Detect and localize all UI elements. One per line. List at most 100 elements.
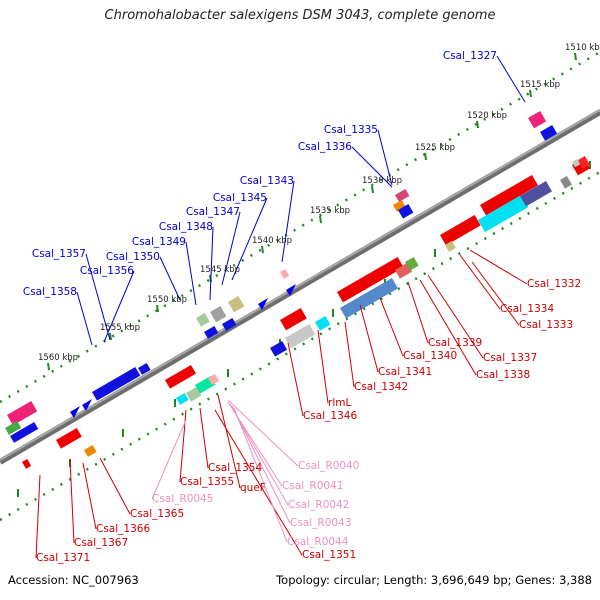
leader-line <box>209 226 214 301</box>
gene-arrow <box>82 399 92 411</box>
gene-label-csal-1346: Csal_1346 <box>303 410 357 422</box>
leader-line <box>69 459 75 544</box>
accession-text: Accession: NC_007963 <box>8 573 139 587</box>
gene-feature <box>9 422 39 443</box>
gene-feature <box>285 324 316 349</box>
leader-line <box>459 254 501 310</box>
gene-feature <box>572 159 581 168</box>
leader-line <box>82 462 97 530</box>
leader-line <box>231 405 291 524</box>
gene-label-csal-1345: Csal_1345 <box>213 192 267 204</box>
backbone-line <box>0 109 600 465</box>
gene-feature <box>186 387 202 402</box>
leader-line <box>99 457 131 515</box>
leader-line <box>227 399 299 467</box>
gene-feature <box>337 257 404 303</box>
leader-line <box>379 297 404 357</box>
gene-feature <box>6 401 38 426</box>
leader-line <box>359 304 379 373</box>
rna-label-csal-r0044: Csal_R0044 <box>287 536 349 548</box>
gene-label-csal-1333: Csal_1333 <box>519 319 573 331</box>
leader-line <box>231 197 268 281</box>
leader-line <box>351 146 393 188</box>
gene-label-csal-1343: Csal_1343 <box>240 175 294 187</box>
gene-label-csal-1337: Csal_1337 <box>483 352 537 364</box>
ruler-tick-label: 1545 kbp <box>200 265 240 275</box>
gene-feature <box>176 393 189 405</box>
leader-line <box>159 256 181 301</box>
gene-feature <box>83 445 97 457</box>
leader-line <box>217 394 241 489</box>
ruler-tick-label: 1530 kbp <box>362 176 402 186</box>
gene-label-csal-1341: Csal_1341 <box>378 366 432 378</box>
leader-line <box>233 407 288 543</box>
gene-label-csal-1366: Csal_1366 <box>96 523 150 535</box>
rna-label-csal-r0045: Csal_R0045 <box>152 493 213 505</box>
leader-line <box>287 342 304 417</box>
gene-feature <box>137 363 151 375</box>
ruler-tick <box>574 52 577 61</box>
gene-feature <box>270 341 288 357</box>
leader-line <box>344 321 355 388</box>
gene-feature <box>393 200 406 212</box>
gene-feature <box>165 365 196 389</box>
label-leader-lines <box>35 55 528 559</box>
ruler-tick-label: 1540 kbp <box>252 236 292 246</box>
gene-feature <box>91 367 141 401</box>
gene-feature <box>280 308 307 331</box>
leader-line <box>407 281 429 344</box>
gene-arrow <box>258 298 268 310</box>
gene-label-csal-1339: Csal_1339 <box>428 337 482 349</box>
gene-feature <box>210 306 227 323</box>
gene-label-csal-1350: Csal_1350 <box>106 251 160 263</box>
gene-features <box>5 111 591 469</box>
gene-feature <box>228 296 245 313</box>
gene-feature <box>222 318 237 331</box>
gene-label-csal-1336: Csal_1336 <box>298 141 352 153</box>
gene-feature <box>440 215 481 246</box>
genome-backbone <box>0 109 600 465</box>
ruler-tick <box>476 120 479 129</box>
gene-label-csal-1351: Csal_1351 <box>302 549 356 561</box>
gene-feature <box>405 257 419 271</box>
leader-line <box>214 409 303 556</box>
leader-line <box>76 291 93 346</box>
gene-label-csal-1349: Csal_1349 <box>132 236 186 248</box>
gene-label-csal-1348: Csal_1348 <box>159 221 213 233</box>
ruler-tick <box>371 185 374 194</box>
gene-feature <box>5 421 22 435</box>
gene-feature <box>520 181 552 207</box>
gene-feature <box>478 195 529 233</box>
outer-ruler <box>0 50 600 404</box>
rna-label-csal-r0042: Csal_R0042 <box>288 499 349 511</box>
leader-line <box>469 249 528 285</box>
ruler-tick-label: 1535 kbp <box>310 206 350 216</box>
leader-line <box>151 419 187 500</box>
gene-feature <box>445 240 456 252</box>
ruler-tick <box>109 332 112 341</box>
gene-label-csal-1357: Csal_1357 <box>32 248 86 260</box>
ruler-tick-label: 1525 kbp <box>415 143 455 153</box>
leader-line <box>221 211 241 286</box>
gene-feature <box>540 125 558 141</box>
gene-feature <box>207 374 219 385</box>
ruler-tick <box>47 362 50 371</box>
gene-label-csal-1355: Csal_1355 <box>180 476 234 488</box>
ruler-tick <box>261 245 264 254</box>
ruler-tick-label: 1515 kbp <box>520 80 560 90</box>
gene-label-csal-1342: Csal_1342 <box>354 381 408 393</box>
gene-label-csal-1354: Csal_1354 <box>208 462 262 474</box>
ruler-tick-label: 1560 kbp <box>38 353 78 363</box>
gene-feature <box>315 315 331 331</box>
leader-line <box>419 279 477 376</box>
gene-label-csal-1347: Csal_1347 <box>186 206 240 218</box>
gene-label-csal-1365: Csal_1365 <box>130 508 184 520</box>
gene-label-csal-1340: Csal_1340 <box>403 350 457 362</box>
gene-feature <box>195 313 210 327</box>
gene-label-quef: queF <box>240 482 266 494</box>
leader-line <box>85 253 111 341</box>
gene-label-csal-1327: Csal_1327 <box>443 50 497 62</box>
gene-feature <box>395 189 410 202</box>
topology-text: Topology: circular; Length: 3,696,649 bp… <box>276 573 592 587</box>
backbone-highlight <box>0 109 600 461</box>
